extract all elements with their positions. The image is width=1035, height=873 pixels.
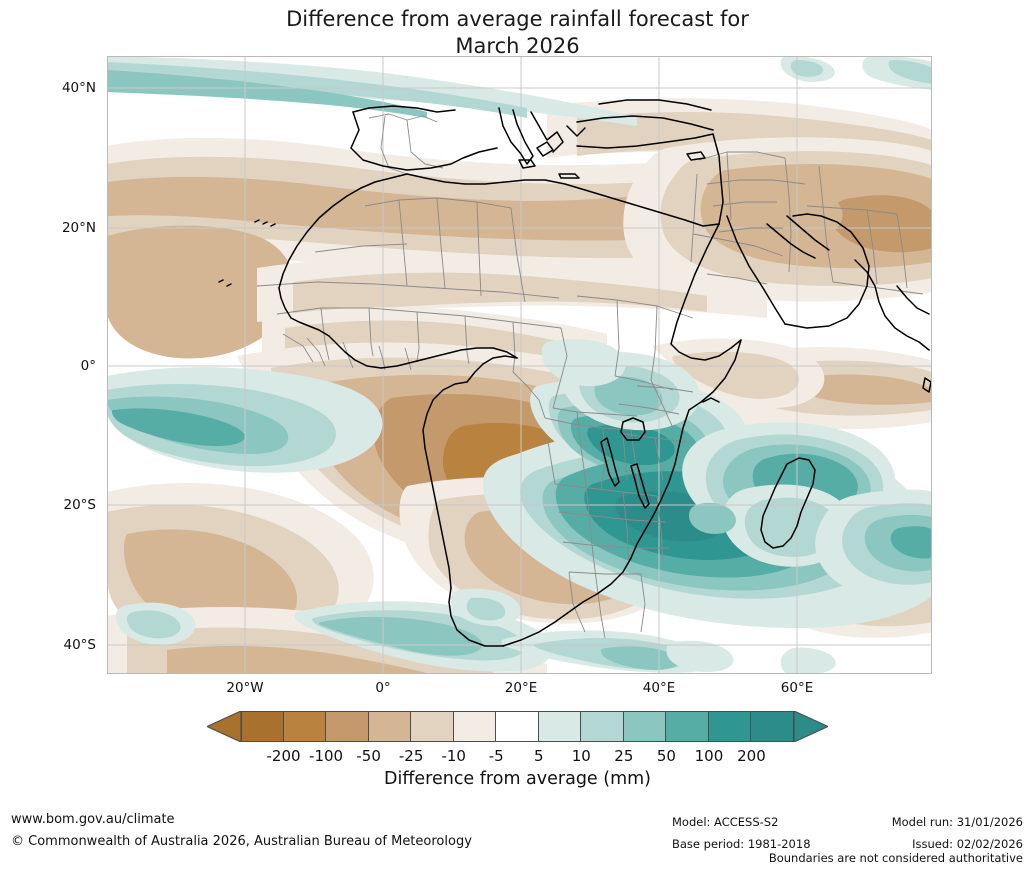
colorbar-tick-50: 50 (656, 747, 676, 765)
colorbar-band-1 (283, 711, 327, 742)
page-title-line2: March 2026 (455, 34, 580, 58)
colorbar: -200 -100 -50 -25 -10 -5 5 10 25 50 100 200 Differe… (0, 703, 1035, 803)
x-tick-60e: 60°E (780, 680, 814, 696)
colorbar-tick-200: 200 (737, 747, 766, 765)
footer-model-info: Model: ACCESS-S2 Base period: 1981-2018 (672, 811, 811, 855)
page-title: Difference from average rainfall forecas… (0, 6, 1035, 60)
x-tick-20w: 20°W (226, 680, 264, 696)
y-tick-40s: 40°S (63, 637, 97, 653)
coastlines (218, 99, 932, 647)
colorbar-band-10 (666, 711, 709, 742)
colorbar-band-9 (623, 711, 667, 742)
colorbar-band-11 (708, 711, 752, 742)
colorbar-tick-neg100: -100 (309, 747, 344, 765)
bom-website-link[interactable]: www.bom.gov.au/climate (11, 812, 175, 827)
colorbar-tick-neg10: -10 (441, 747, 466, 765)
y-tick-40n: 40°N (61, 80, 96, 96)
model-run-label: Model run: 31/01/2026 (891, 815, 1023, 829)
colorbar-tick-neg25: -25 (398, 747, 424, 765)
y-tick-20n: 20°N (61, 220, 96, 236)
base-period-label: Base period: 1981-2018 (672, 837, 811, 851)
copyright-text: © Commonwealth of Australia 2026, Austra… (11, 834, 472, 849)
colorbar-bands (241, 711, 794, 742)
footer-left: www.bom.gov.au/climate © Commonwealth of… (11, 809, 472, 853)
y-tick-0: 0° (80, 358, 96, 374)
x-tick-20e: 20°E (504, 680, 538, 696)
x-tick-40e: 40°E (642, 680, 676, 696)
colorbar-tick-neg50: -50 (356, 747, 381, 765)
colorbar-band-0 (241, 711, 284, 742)
colorbar-under-arrow (207, 711, 242, 742)
colorbar-band-6 (496, 711, 539, 742)
footer-run-info: Model run: 31/01/2026 Issued: 02/02/2026 (892, 811, 1023, 855)
page-title-line1: Difference from average rainfall forecas… (286, 7, 749, 31)
graticule (107, 56, 932, 674)
colorbar-band-3 (368, 711, 412, 742)
map-plot-area[interactable] (107, 56, 932, 674)
colorbar-tick-5: 5 (533, 747, 544, 765)
colorbar-band-4 (411, 711, 454, 742)
colorbar-tick-25: 25 (614, 747, 634, 765)
colorbar-label: Difference from average (mm) (383, 769, 652, 789)
colorbar-tick-100: 100 (694, 747, 724, 765)
colorbar-band-12 (751, 711, 794, 742)
issued-label: Issued: 02/02/2026 (912, 837, 1023, 851)
colorbar-over-arrow (793, 711, 828, 742)
colorbar-band-5 (453, 711, 497, 742)
colorbar-band-7 (538, 711, 582, 742)
colorbar-band-2 (326, 711, 369, 742)
boundaries-note: Boundaries are not considered authoritat… (768, 851, 1023, 865)
colorbar-tick-10: 10 (571, 747, 591, 765)
country-borders (256, 113, 924, 639)
colorbar-band-8 (581, 711, 624, 742)
colorbar-tick-neg200: -200 (266, 747, 301, 765)
model-label: Model: ACCESS-S2 (672, 815, 779, 829)
colorbar-tick-neg5: -5 (488, 747, 504, 765)
rainfall-anomaly-map (107, 56, 932, 674)
x-tick-0: 0° (375, 680, 391, 696)
y-tick-20s: 20°S (63, 497, 97, 513)
